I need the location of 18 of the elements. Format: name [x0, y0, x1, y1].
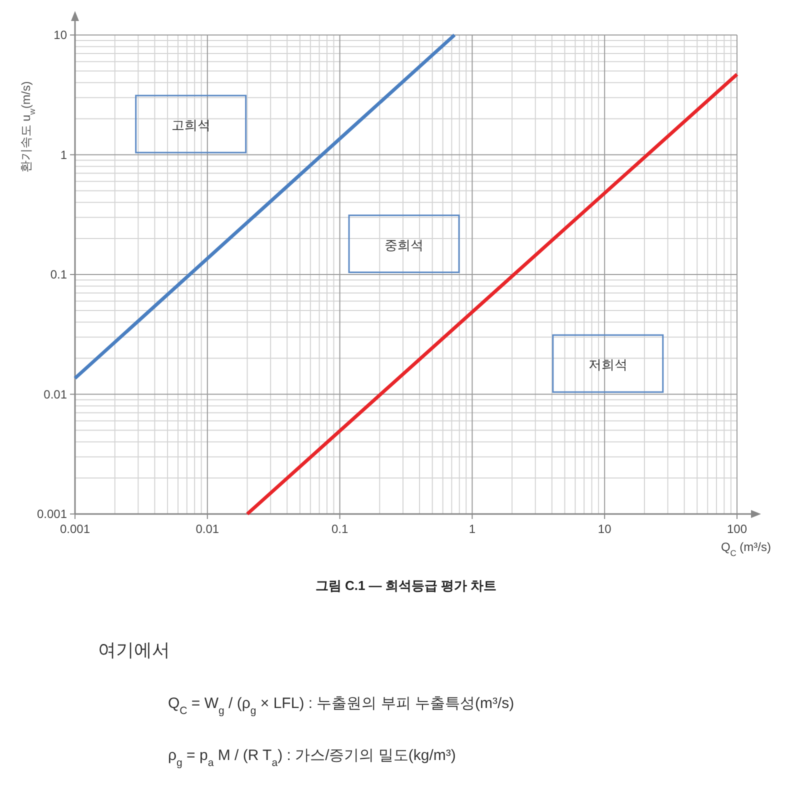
y-tick-label: 1: [60, 148, 68, 162]
text: 그림 C.1 — 희석등급 평가 차트: [315, 578, 497, 593]
y-tick-label: 0.001: [36, 507, 68, 521]
x-tick-label: 1: [468, 522, 476, 536]
text: Q$_{C}$ = W$_{g}$ / (ρ$_{g}$ × LFL) : 누출원의 부피 누출특성(m³/s): [168, 695, 514, 717]
x-tick-label: 100: [726, 522, 748, 536]
text: ρ$_{g}$ = p$_{a}$ M / (R T$_{a}$) : 가스/증기의 밀도(kg/m³): [168, 747, 456, 769]
y-tick-label: 0.01: [44, 387, 68, 402]
x-tick-label: 10: [598, 522, 612, 536]
annotation: 고희석: [171, 118, 210, 133]
annotation: 저희석: [588, 357, 628, 372]
y-tick-label: 0.1: [50, 268, 68, 282]
x-tick-label: 0.1: [331, 522, 348, 536]
x-tick-label: 0.01: [196, 522, 220, 536]
y-tick-label: 10: [54, 28, 68, 42]
text: 여기에서: [98, 640, 170, 660]
annotation: 중희석: [384, 237, 424, 252]
x-axis-title: Q$_{C}$ (m³/s): [720, 540, 771, 558]
